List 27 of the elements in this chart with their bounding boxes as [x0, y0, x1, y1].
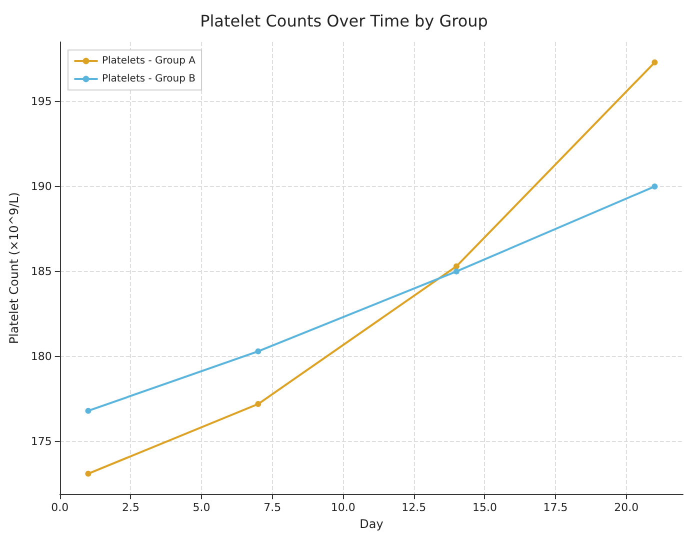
x-tick-label: 17.5	[543, 501, 568, 514]
point	[453, 268, 460, 274]
y-tick-label: 185	[30, 264, 52, 278]
y-tick-label: 190	[30, 180, 52, 193]
x-tick-label: 12.5	[402, 501, 426, 514]
chart-title: Platelet Counts Over Time by Group	[200, 12, 488, 30]
x-tick-label: 2.5	[122, 501, 140, 514]
point	[652, 59, 658, 66]
y-axis-title: Platelet Count (×10^9/L)	[7, 192, 21, 344]
y-tick-label: 195	[30, 94, 52, 108]
point	[85, 408, 92, 414]
y-tick-label: 180	[30, 350, 52, 363]
x-tick-label: 15.0	[472, 501, 497, 514]
x-tick-label: 0.0	[51, 501, 69, 514]
x-tick-label: 20.0	[614, 501, 639, 514]
x-tick-label: 5.0	[192, 501, 210, 514]
y-tick-label: 175	[30, 434, 52, 448]
legend-label: Platelets - Group B	[102, 74, 196, 84]
x-tick-label: 7.5	[264, 501, 282, 514]
point	[255, 401, 262, 408]
point	[255, 348, 262, 354]
point	[652, 183, 658, 190]
legend-label: Platelets - Group A	[102, 56, 196, 66]
point	[85, 470, 92, 477]
x-axis-title: Day	[360, 517, 384, 531]
x-tick-label: 10.0	[330, 501, 356, 514]
point	[453, 263, 460, 270]
